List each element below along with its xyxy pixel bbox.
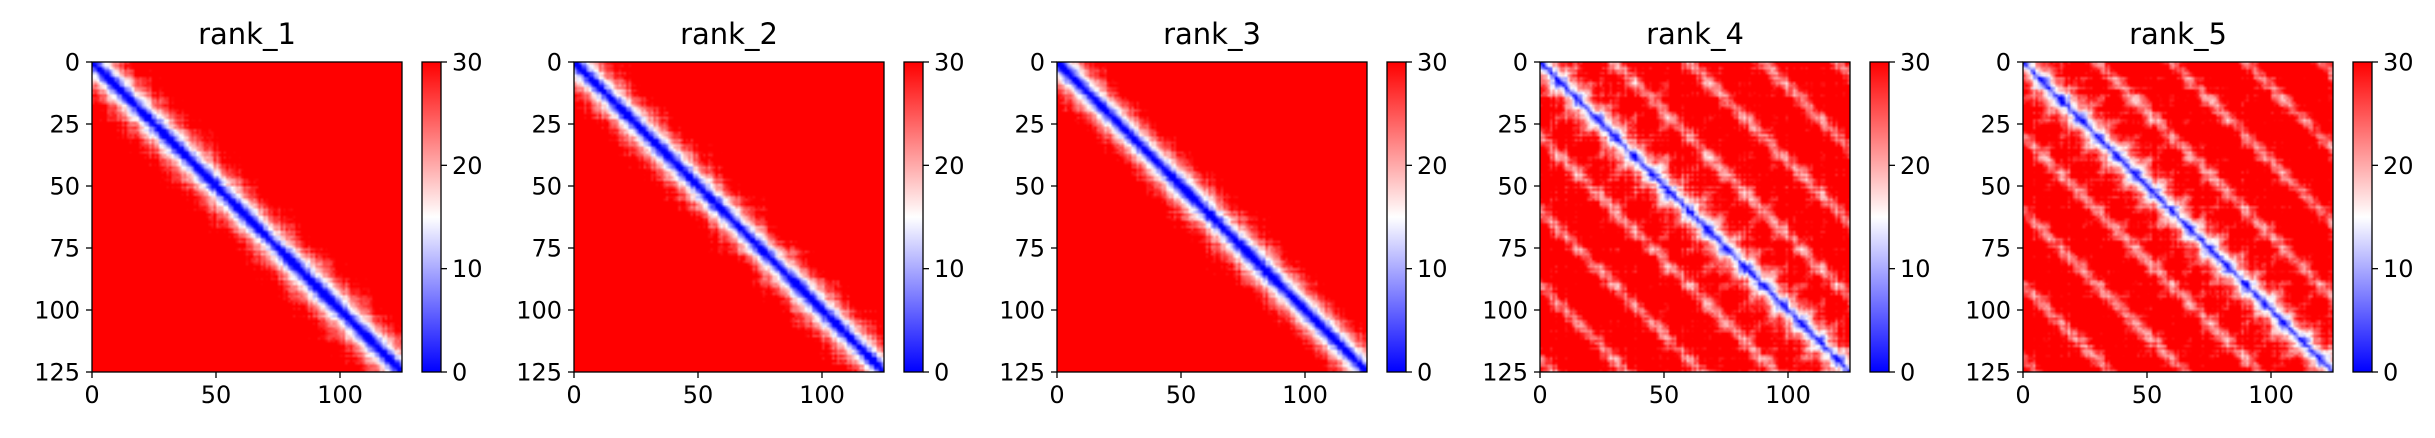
y-tick-label: 125 [516,359,562,387]
y-tick-label: 50 [1497,173,1528,201]
colorbar-tick-label: 0 [1900,359,1915,387]
y-tick-label: 75 [531,235,562,263]
y-tick-label: 25 [1980,111,2011,139]
colorbar-tick-label: 0 [934,359,949,387]
x-tick-label: 100 [2248,381,2294,409]
colorbar [1869,61,1890,373]
x-tick-label: 50 [1649,381,1680,409]
x-tick-label: 50 [2132,381,2163,409]
colorbar-tick-label: 30 [2383,49,2414,77]
x-tick-label: 0 [2015,381,2030,409]
colorbar-tick-label: 10 [2383,255,2414,283]
colorbar-tick-label: 30 [934,49,965,77]
x-tick-label: 0 [1532,381,1547,409]
colorbar-tick-label: 10 [1417,255,1448,283]
heatmap-image [1540,62,1850,372]
colorbar-tick-label: 10 [934,255,965,283]
y-tick-label: 50 [49,173,80,201]
x-tick-label: 50 [683,381,714,409]
colorbar [1386,61,1407,373]
x-tick-label: 0 [566,381,581,409]
x-tick-label: 50 [1166,381,1197,409]
y-tick-label: 50 [1980,173,2011,201]
panel-title: rank_2 [680,17,778,51]
y-tick-label: 25 [531,111,562,139]
axes-frame [2022,61,2334,373]
y-tick-label: 25 [1497,111,1528,139]
axes-frame [1056,61,1368,373]
y-tick-label: 25 [1014,111,1045,139]
x-tick-label: 0 [1049,381,1064,409]
y-tick-label: 0 [65,49,80,77]
colorbar-tick-label: 20 [1900,152,1931,180]
colorbar-tick-label: 30 [1417,49,1448,77]
colorbar-tick-label: 0 [1417,359,1432,387]
colorbar [2352,61,2373,373]
x-tick-label: 0 [84,381,99,409]
y-tick-label: 75 [1014,235,1045,263]
colorbar-tick-label: 20 [452,152,483,180]
colorbar-tick-label: 20 [934,152,965,180]
x-tick-label: 100 [1765,381,1811,409]
axes-frame [91,61,403,373]
heatmap-image [2023,62,2333,372]
colorbar [421,61,442,373]
heatmap-image [1057,62,1367,372]
panel-title: rank_1 [198,17,296,51]
y-tick-label: 100 [516,297,562,325]
y-tick-label: 75 [1497,235,1528,263]
x-tick-label: 100 [1282,381,1328,409]
y-tick-label: 75 [49,235,80,263]
axes-frame [1539,61,1851,373]
x-tick-label: 100 [317,381,363,409]
y-tick-label: 125 [999,359,1045,387]
axes-frame [573,61,885,373]
colorbar-tick-label: 20 [2383,152,2414,180]
colorbar [903,61,924,373]
y-tick-label: 0 [547,49,562,77]
colorbar-tick-label: 10 [452,255,483,283]
y-tick-label: 125 [34,359,80,387]
y-tick-label: 0 [1513,49,1528,77]
heatmap-image [574,62,884,372]
y-tick-label: 100 [1482,297,1528,325]
panel-title: rank_5 [2129,17,2227,51]
y-tick-label: 0 [1030,49,1045,77]
y-tick-label: 75 [1980,235,2011,263]
colorbar-tick-label: 20 [1417,152,1448,180]
y-tick-label: 100 [34,297,80,325]
y-tick-label: 50 [531,173,562,201]
y-tick-label: 125 [1965,359,2011,387]
x-tick-label: 100 [799,381,845,409]
y-tick-label: 100 [1965,297,2011,325]
y-tick-label: 25 [49,111,80,139]
y-tick-label: 100 [999,297,1045,325]
heatmap-image [92,62,402,372]
colorbar-tick-label: 30 [1900,49,1931,77]
y-tick-label: 125 [1482,359,1528,387]
panel-title: rank_3 [1163,17,1261,51]
colorbar-tick-label: 10 [1900,255,1931,283]
y-tick-label: 50 [1014,173,1045,201]
colorbar-tick-label: 0 [2383,359,2398,387]
colorbar-tick-label: 30 [452,49,483,77]
x-tick-label: 50 [201,381,232,409]
panel-title: rank_4 [1646,17,1744,51]
colorbar-tick-label: 0 [452,359,467,387]
y-tick-label: 0 [1996,49,2011,77]
